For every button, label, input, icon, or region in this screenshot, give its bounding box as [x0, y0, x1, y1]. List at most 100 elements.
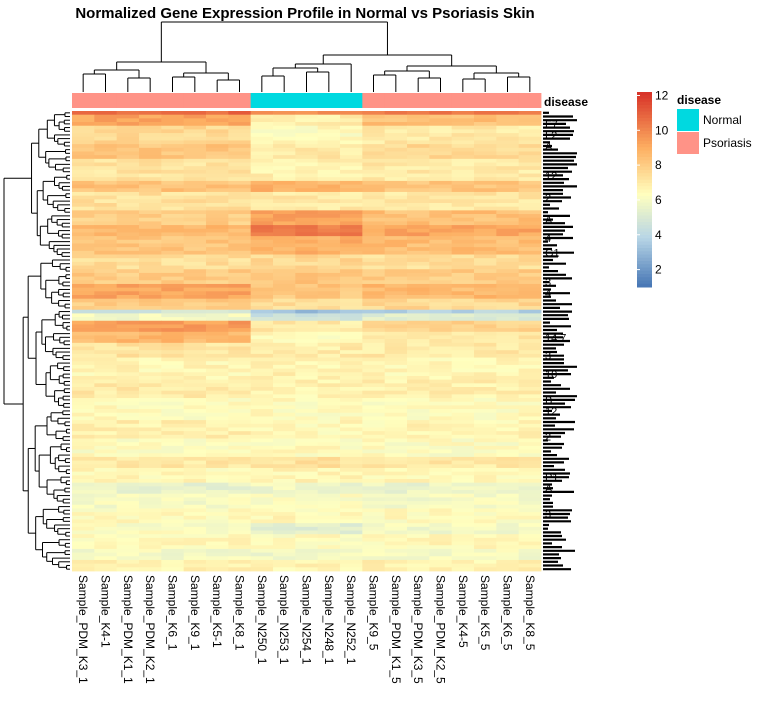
heatmap-cell — [228, 236, 252, 241]
heatmap-cell — [183, 515, 207, 520]
heatmap-cell — [451, 177, 475, 182]
heatmap-cell — [139, 122, 162, 127]
heatmap-cell — [161, 136, 185, 141]
heatmap-cell — [139, 390, 162, 395]
colorbar-tick-label: 2 — [655, 263, 662, 277]
heatmap-cell — [250, 394, 274, 399]
heatmap-cell — [273, 302, 296, 307]
heatmap-cell — [94, 320, 118, 325]
heatmap-cell — [183, 375, 207, 381]
heatmap-cell — [273, 217, 296, 222]
heatmap-cell — [94, 537, 118, 542]
heatmap-cell — [273, 313, 296, 318]
heatmap-cell — [340, 236, 363, 241]
heatmap-cell — [407, 309, 430, 314]
column-label: Sample_N253_1 — [277, 575, 291, 665]
heatmap-cell — [206, 567, 229, 572]
heatmap-cell — [94, 490, 118, 495]
heatmap-cell — [161, 147, 185, 152]
heatmap-cell — [362, 464, 386, 469]
heatmap-cell — [317, 331, 341, 336]
heatmap-cell — [362, 199, 386, 204]
heatmap-cell — [317, 122, 341, 127]
heatmap-cell — [407, 405, 430, 410]
heatmap-cell — [429, 541, 453, 546]
heatmap-cell — [116, 133, 140, 138]
heatmap-cell — [518, 519, 542, 524]
heatmap-cell — [72, 497, 95, 502]
heatmap-cell — [94, 158, 118, 163]
heatmap-cell — [362, 534, 386, 539]
heatmap-cell — [228, 357, 252, 362]
heatmap-cell — [273, 177, 296, 182]
heatmap-cell — [317, 423, 341, 428]
heatmap-cell — [295, 482, 319, 487]
heatmap-cell — [496, 225, 520, 230]
heatmap-cell — [496, 526, 520, 531]
heatmap-cell — [161, 221, 185, 226]
heatmap-cell — [250, 442, 274, 447]
heatmap-cell — [72, 449, 95, 454]
heatmap-cell — [228, 158, 252, 163]
heatmap-cell — [384, 548, 408, 553]
heatmap-cell — [72, 129, 95, 134]
heatmap-cell — [362, 475, 386, 480]
heatmap-cell — [161, 567, 185, 572]
heatmap-cell — [384, 228, 408, 233]
annotation-cell-psoriasis — [407, 93, 430, 108]
heatmap-cell — [451, 265, 475, 270]
heatmap-cell — [94, 133, 118, 138]
heatmap-cell — [94, 140, 118, 145]
heatmap-cell — [206, 317, 229, 322]
heatmap-cell — [518, 125, 542, 130]
heatmap-cell — [474, 162, 497, 167]
heatmap-cell — [451, 114, 475, 119]
heatmap-cell — [295, 162, 319, 167]
heatmap-cell — [384, 460, 408, 465]
heatmap-cell — [362, 361, 386, 366]
colorbar-segment — [637, 202, 652, 207]
heatmap-cell — [384, 140, 408, 145]
heatmap-cell — [474, 379, 497, 384]
heatmap-cell — [496, 471, 520, 476]
heatmap-cell — [183, 335, 207, 340]
heatmap-cell — [474, 144, 497, 149]
heatmap-cell — [161, 173, 185, 178]
column-label: Sample_N250_1 — [255, 575, 269, 665]
heatmap-cell — [116, 177, 140, 182]
heatmap-cell — [317, 173, 341, 178]
heatmap-cell — [94, 214, 118, 219]
heatmap-cell — [317, 479, 341, 484]
heatmap-cell — [139, 133, 162, 138]
heatmap-cell — [206, 250, 229, 255]
heatmap-cell — [273, 368, 296, 373]
heatmap-cell — [206, 350, 229, 355]
heatmap-cell — [317, 247, 341, 252]
heatmap-cell — [496, 490, 520, 495]
heatmap-cell — [183, 453, 207, 458]
heatmap-cell — [474, 416, 497, 421]
heatmap-cell — [518, 261, 542, 266]
heatmap-cell — [183, 482, 207, 487]
heatmap-cell — [340, 409, 363, 414]
heatmap-cell — [94, 515, 118, 520]
heatmap-cell — [295, 512, 319, 517]
heatmap-cell — [407, 122, 430, 127]
annotation-cell-psoriasis — [474, 93, 497, 108]
heatmap-cell — [429, 133, 453, 138]
heatmap-cell — [340, 133, 363, 138]
heatmap-cell — [116, 486, 140, 491]
column-label: Sample_N254_1 — [300, 575, 314, 665]
heatmap-cell — [474, 427, 497, 432]
heatmap-cell — [139, 239, 162, 244]
heatmap-cell — [250, 559, 274, 565]
heatmap-cell — [228, 261, 252, 266]
heatmap-cell — [518, 331, 542, 336]
heatmap-cell — [474, 214, 497, 219]
heatmap-cell — [116, 261, 140, 266]
heatmap-cell — [474, 353, 497, 358]
heatmap-cell — [451, 387, 475, 392]
heatmap-cell — [407, 390, 430, 395]
heatmap-cell — [496, 254, 520, 259]
heatmap-cell — [206, 306, 229, 311]
